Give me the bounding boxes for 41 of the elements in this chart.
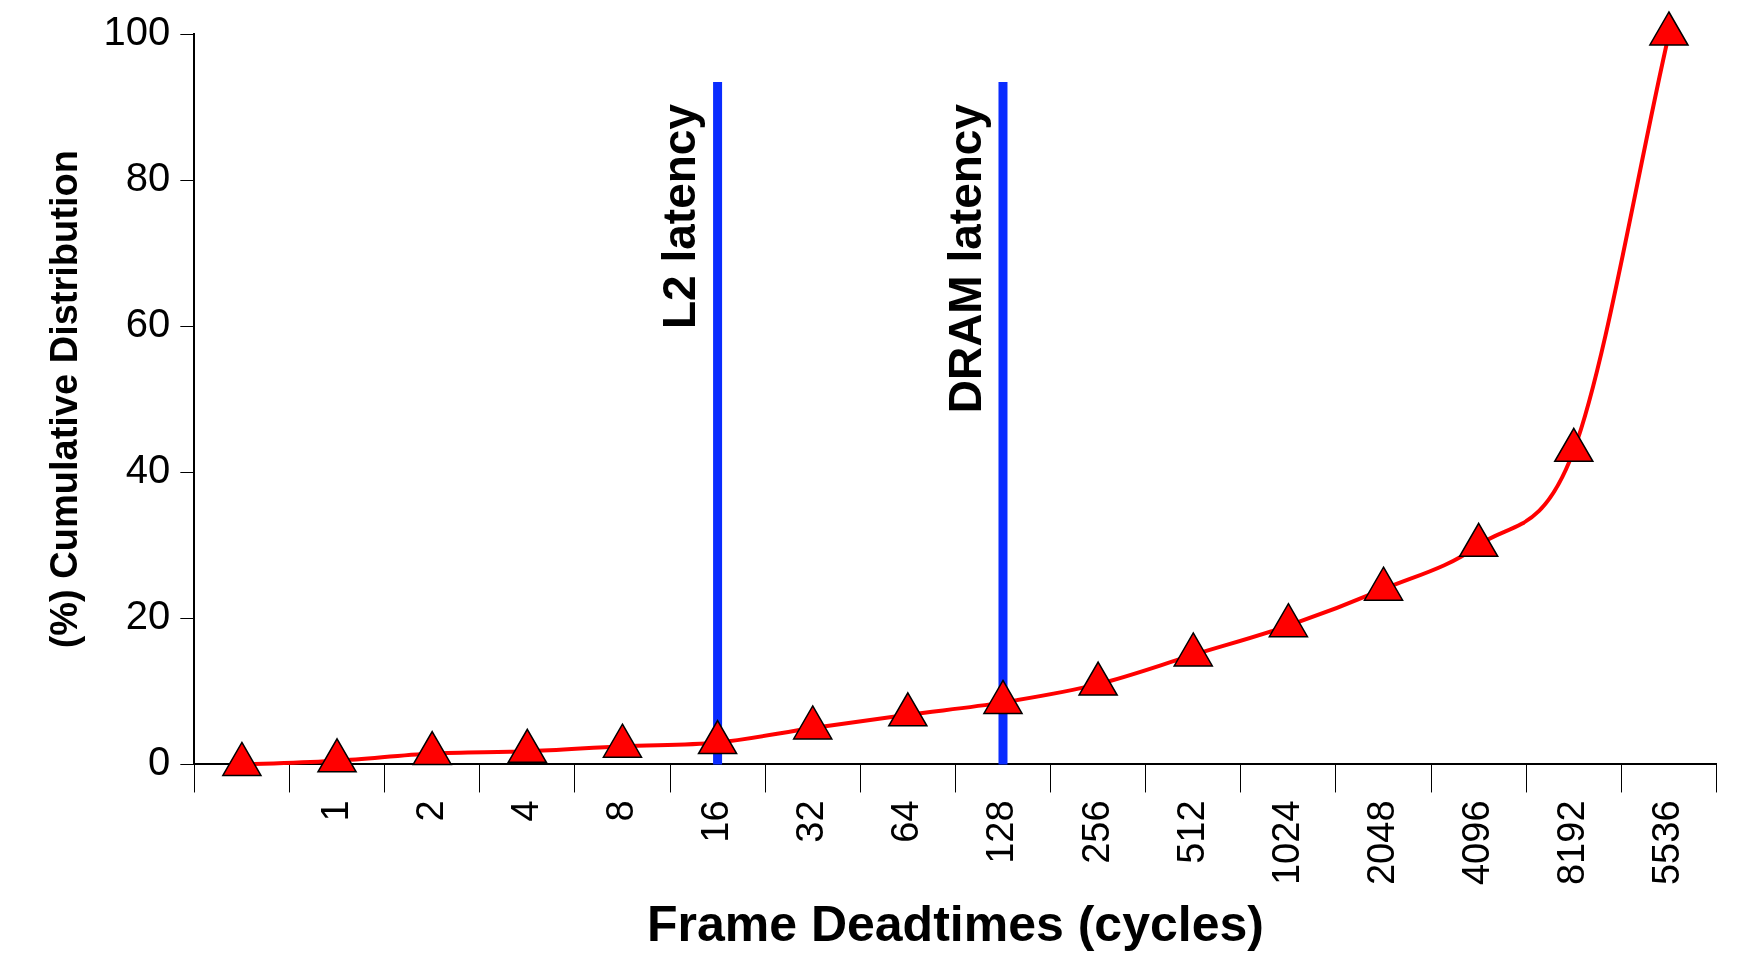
y-tick-label: 100 (103, 9, 171, 54)
ref-line-label: DRAM latency (938, 103, 991, 414)
point (697, 719, 738, 755)
ref-line-label: L2 latency (653, 103, 706, 329)
point (1268, 602, 1309, 638)
x-tick-label: 4 (503, 800, 546, 822)
point (1078, 661, 1118, 696)
x-tick-label: 512 (1169, 800, 1212, 864)
x-tick-label: 2048 (1360, 800, 1403, 886)
x-tick-label: 1 (313, 800, 356, 822)
x-tick-label: 64 (884, 800, 927, 843)
x-tick-label: 4096 (1455, 800, 1498, 886)
point (222, 741, 262, 777)
x-tick-label: 8192 (1550, 800, 1593, 886)
point (412, 730, 452, 766)
x-tick-label: 2 (408, 800, 451, 822)
y-tick-label: 60 (125, 301, 171, 346)
point (1554, 427, 1594, 463)
point (888, 692, 928, 727)
y-tick-label: 0 (148, 739, 171, 784)
x-tick-label: 8 (598, 800, 641, 822)
point (1458, 522, 1499, 558)
y-tick-label: 80 (125, 155, 171, 200)
point (983, 679, 1023, 715)
point (792, 705, 833, 740)
point (1173, 632, 1214, 667)
x-tick-label: 5536 (1645, 800, 1688, 886)
x-tick-label: 32 (789, 800, 832, 843)
point (602, 723, 643, 758)
y-axis-title: (%) Cumulative Distribution (43, 150, 86, 649)
point (1649, 11, 1689, 46)
x-tick-label: 128 (979, 800, 1022, 864)
point (1363, 566, 1404, 601)
x-tick-label: 256 (1074, 800, 1117, 864)
x-axis-title: Frame Deadtimes (cycles) (646, 895, 1264, 952)
point (507, 728, 548, 764)
y-tick-label: 20 (125, 593, 171, 638)
point (317, 738, 357, 773)
x-tick-label: 1024 (1264, 800, 1307, 886)
y-tick-label: 40 (125, 447, 171, 492)
x-tick-label: 16 (694, 800, 737, 843)
